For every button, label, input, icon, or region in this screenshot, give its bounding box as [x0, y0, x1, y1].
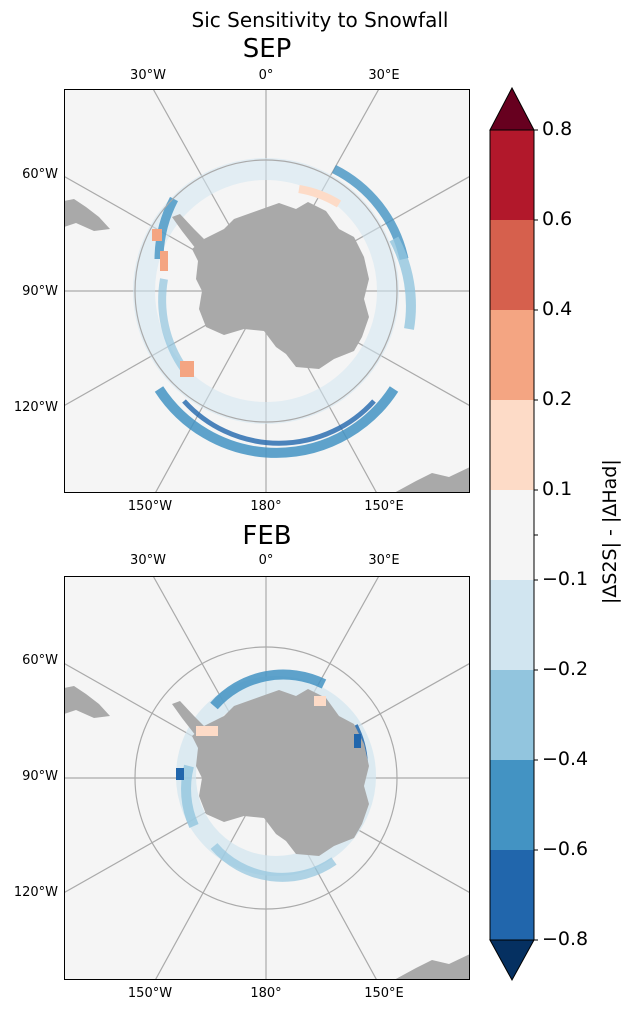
- bottom-tick-150w-feb: 150°W: [127, 986, 173, 1001]
- colorbar-segment: [490, 220, 534, 310]
- graticule-meridians: [64, 576, 470, 980]
- colorbar-label: |ΔS2S| - |ΔHad|: [599, 459, 621, 604]
- colorbar-segment: [490, 760, 534, 850]
- colorbar-tick-label: 0.2: [542, 388, 573, 410]
- top-tick-30w-feb: 30°W: [130, 553, 166, 568]
- colorbar-tick-label: −0.2: [542, 658, 589, 680]
- map-sep: [64, 89, 470, 493]
- latitude-circle: [134, 646, 398, 910]
- colorbar-tick-label: −0.1: [542, 568, 589, 590]
- strong-negative-patches: [176, 734, 361, 780]
- colorbar-tick-label: 0.4: [542, 298, 573, 320]
- map-frame: [64, 576, 470, 980]
- positive-anomaly-patches: [196, 696, 326, 736]
- top-tick-30w: 30°W: [130, 68, 166, 83]
- south-america-land: [64, 199, 110, 231]
- colorbar-extend-max: [489, 86, 535, 131]
- colorbar-tick-marks: [534, 129, 538, 941]
- latitude-circle: [134, 159, 398, 423]
- top-tick-0: 0°: [258, 68, 274, 83]
- bottom-tick-150e: 150°E: [364, 499, 404, 514]
- map-feb: [64, 576, 470, 980]
- colorbar-tick-label: −0.4: [542, 748, 589, 770]
- colorbar-segment: [490, 130, 534, 220]
- sic-anomaly-ring: [133, 158, 416, 458]
- new-zealand-land: [394, 954, 470, 980]
- positive-anomaly-patches: [152, 229, 194, 377]
- colorbar-segment: [490, 580, 534, 670]
- bottom-tick-150e-feb: 150°E: [364, 986, 404, 1001]
- colorbar-segment: [490, 670, 534, 760]
- colorbar-tick-label: −0.8: [542, 928, 589, 950]
- antarctica-land: [192, 202, 369, 369]
- top-tick-30e: 30°E: [368, 68, 400, 83]
- colorbar-tick-label: 0.1: [542, 478, 573, 500]
- panel-title-feb: FEB: [242, 521, 292, 551]
- left-tick-90w: 90°W: [22, 284, 58, 299]
- left-tick-120w-feb: 120°W: [13, 885, 58, 900]
- map-frame: [64, 89, 470, 493]
- south-america-land: [64, 686, 110, 718]
- antarctic-peninsula: [172, 214, 204, 249]
- colorbar-segment: [490, 400, 534, 490]
- new-zealand-land: [394, 467, 470, 493]
- colorbar-tick-label: 0.6: [542, 208, 573, 230]
- colorbar-tick-label: −0.6: [542, 838, 589, 860]
- colorbar-segment: [490, 310, 534, 400]
- top-tick-0-feb: 0°: [258, 553, 274, 568]
- colorbar-segment: [490, 850, 534, 940]
- left-tick-90w-feb: 90°W: [22, 769, 58, 784]
- colorbar-segments: [490, 130, 534, 940]
- top-tick-30e-feb: 30°E: [368, 553, 400, 568]
- colorbar-extend-min: [489, 939, 535, 982]
- panel-title-sep: SEP: [242, 34, 292, 64]
- colorbar-tick-label: 0.8: [542, 118, 573, 140]
- left-tick-60w: 60°W: [22, 167, 58, 182]
- bottom-tick-180: 180°: [250, 499, 282, 514]
- colorbar-segment: [490, 490, 534, 580]
- bottom-tick-180-feb: 180°: [250, 986, 282, 1001]
- figure-title: Sic Sensitivity to Snowfall: [191, 8, 449, 32]
- left-tick-60w-feb: 60°W: [22, 653, 58, 668]
- colorbar: [489, 86, 538, 982]
- bottom-tick-150w: 150°W: [127, 499, 173, 514]
- left-tick-120w: 120°W: [13, 400, 58, 415]
- antarctica-land: [192, 689, 369, 856]
